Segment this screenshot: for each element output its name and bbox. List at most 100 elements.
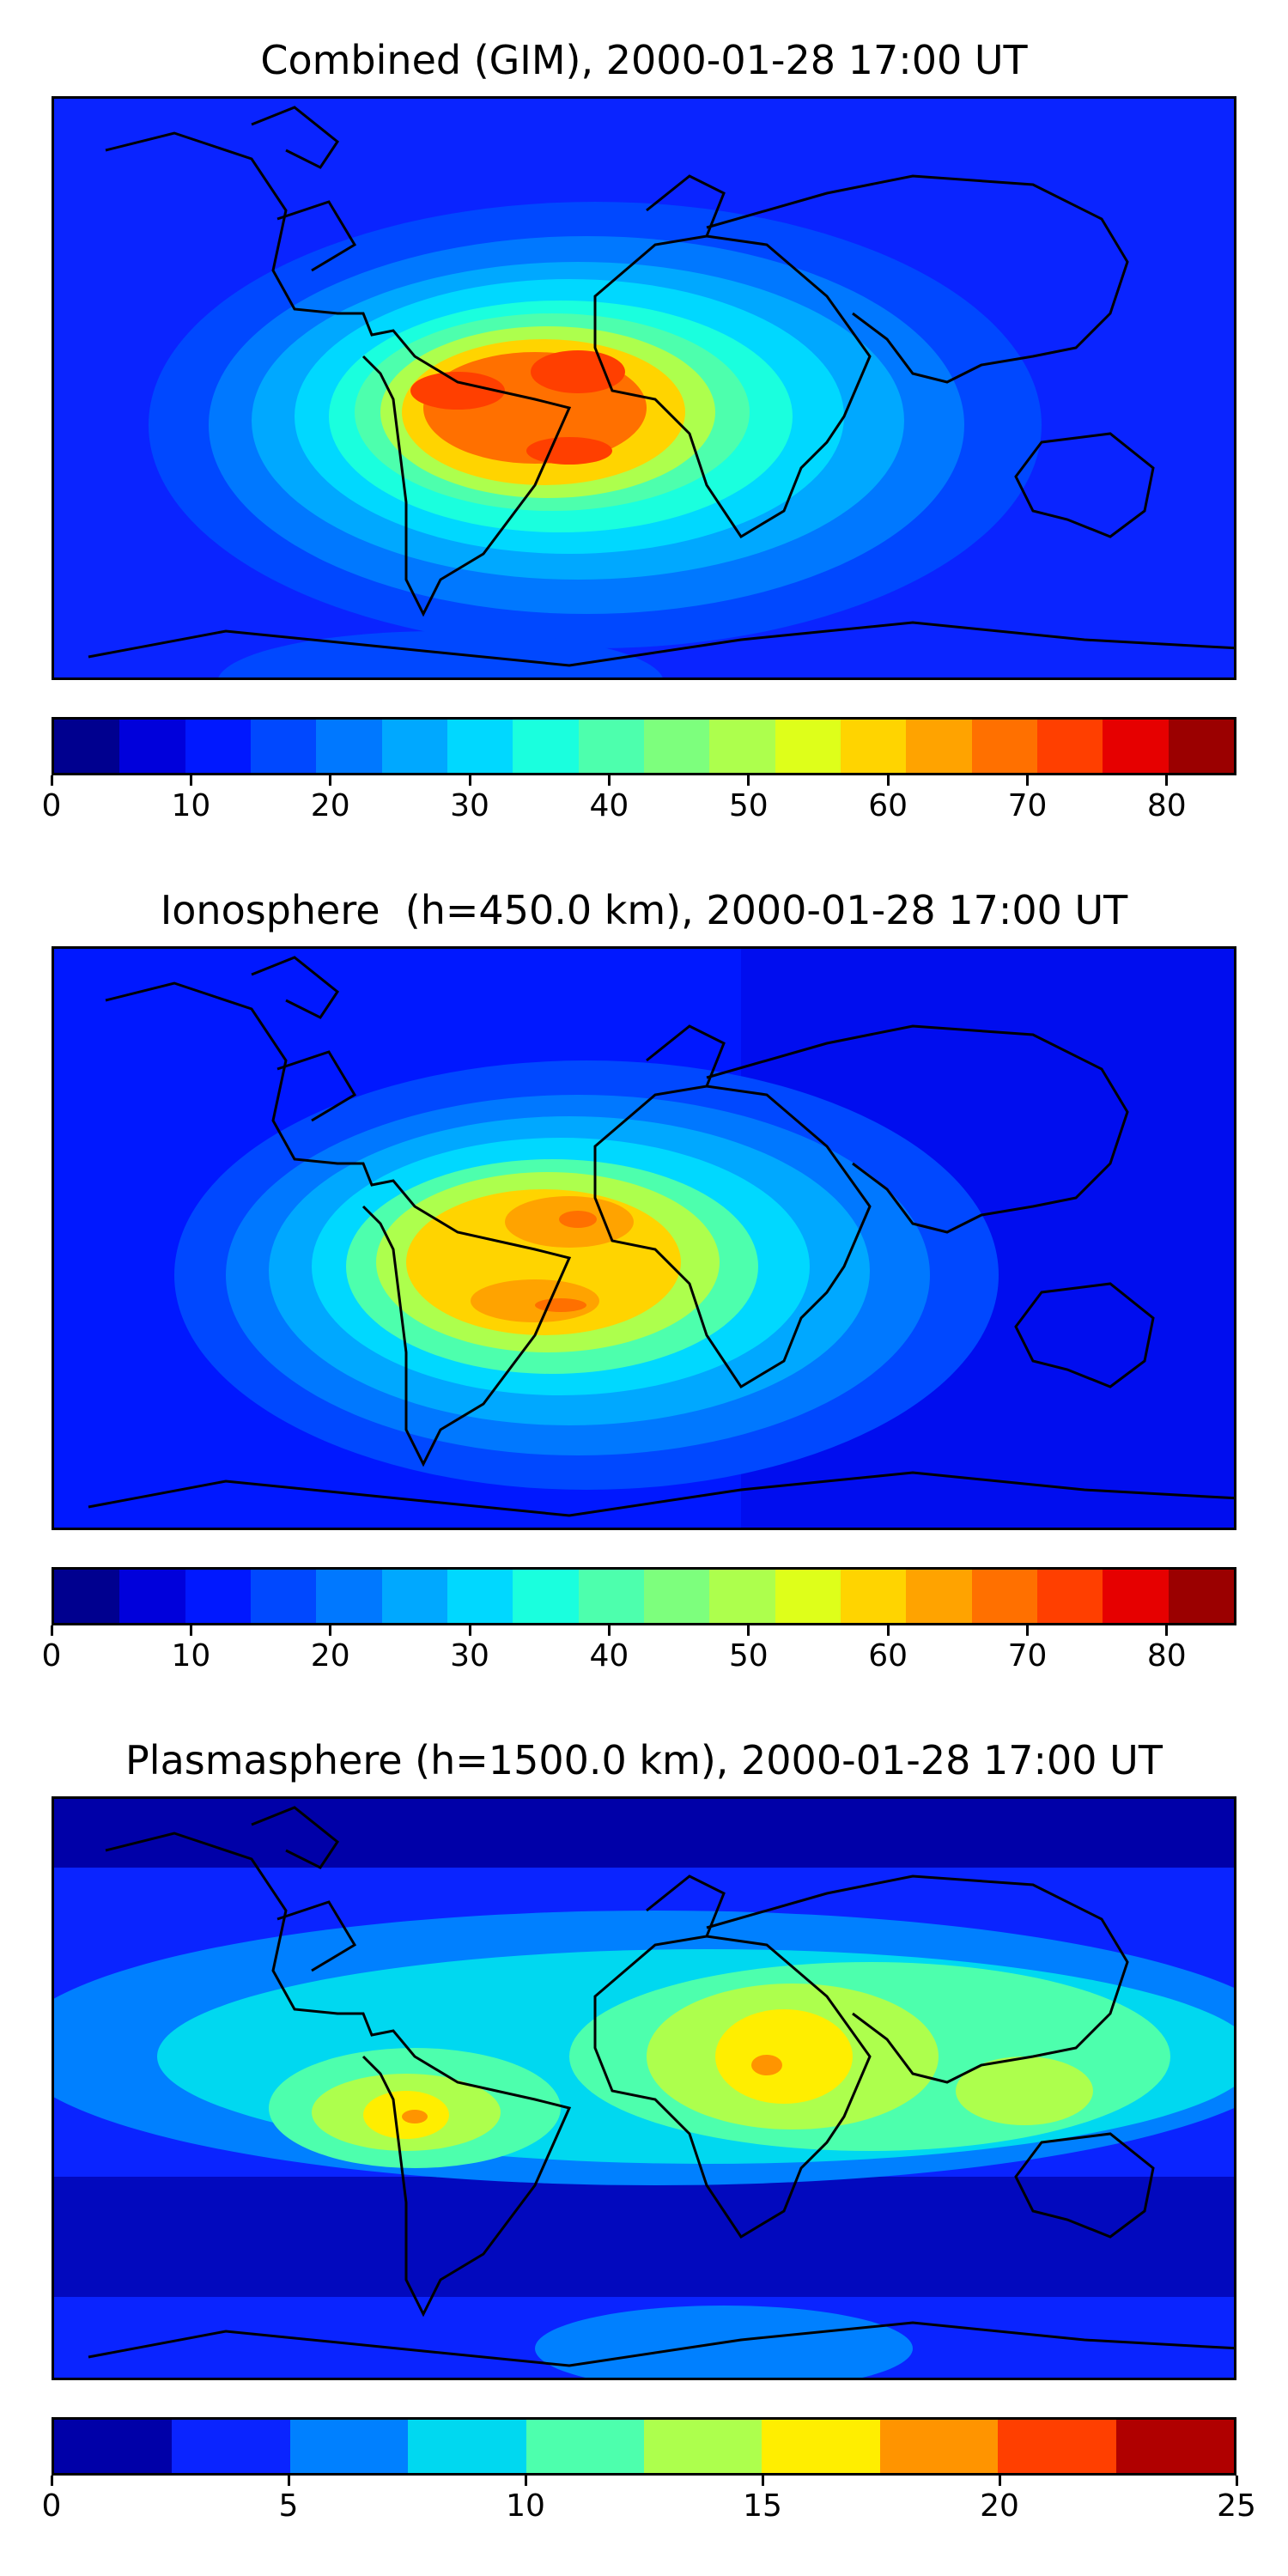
colorbar-segment xyxy=(250,1570,317,1623)
colorbar-segment xyxy=(578,720,644,773)
colorbar-segment xyxy=(513,1570,579,1623)
colorbar-tick xyxy=(886,775,890,786)
colorbar-tick xyxy=(1025,775,1029,786)
colorbar-tick xyxy=(1165,1625,1169,1636)
colorbar-plasmasphere xyxy=(52,2417,1236,2476)
colorbar-tick xyxy=(50,1625,53,1636)
colorbar-tick xyxy=(50,2476,53,2486)
colorbar-segment xyxy=(644,2420,762,2473)
colorbar-segment xyxy=(775,1570,841,1623)
colorbar-tick-label: 30 xyxy=(450,788,489,823)
colorbar-segment xyxy=(185,1570,251,1623)
panel-title-combined: Combined (GIM), 2000-01-28 17:00 UT xyxy=(260,37,1028,83)
colorbar-segment xyxy=(1168,720,1234,773)
colorbar-tick xyxy=(761,2476,764,2486)
colorbar-combined xyxy=(52,717,1236,775)
colorbar-segment xyxy=(54,720,120,773)
colorbar-tick-label: 50 xyxy=(728,1638,769,1674)
colorbar-tick-label: 10 xyxy=(506,2488,545,2524)
colorbar-tick xyxy=(886,1625,890,1636)
colorbar-tick xyxy=(998,2476,1001,2486)
colorbar-segment xyxy=(840,1570,907,1623)
colorbar-segment xyxy=(408,2420,526,2473)
colorbar-tick-label: 10 xyxy=(171,1638,211,1674)
colorbar-segment xyxy=(119,720,185,773)
colorbar-segment xyxy=(185,720,251,773)
colorbar-segment xyxy=(447,720,513,773)
colorbar-tick-label: 5 xyxy=(278,2488,299,2524)
colorbar-tick-label: 80 xyxy=(1146,1638,1187,1674)
colorbar-segment xyxy=(1036,1570,1103,1623)
colorbar-tick xyxy=(50,775,53,786)
colorbar-tick-label: 80 xyxy=(1146,788,1187,823)
colorbar-tick xyxy=(1025,1625,1029,1636)
colorbar-tick xyxy=(468,1625,471,1636)
world-map xyxy=(54,949,1234,1528)
tec-map-combined xyxy=(52,96,1236,680)
colorbar-tick-label: 0 xyxy=(41,2488,62,2524)
colorbar-tick xyxy=(1235,2476,1238,2486)
colorbar-segment xyxy=(971,720,1037,773)
colorbar-tick xyxy=(607,1625,611,1636)
colorbar-segment xyxy=(998,2420,1116,2473)
colorbar-segment xyxy=(119,1570,185,1623)
colorbar-tick-label: 20 xyxy=(310,788,350,823)
world-map xyxy=(54,99,1234,677)
colorbar-tick xyxy=(189,1625,192,1636)
colorbar-segment xyxy=(762,2420,880,2473)
colorbar-tick-label: 70 xyxy=(1007,1638,1048,1674)
colorbar-tick-label: 50 xyxy=(728,788,769,823)
colorbar-segment xyxy=(840,720,907,773)
colorbar-tick-label: 40 xyxy=(589,1638,629,1674)
colorbar-tick-label: 70 xyxy=(1007,788,1048,823)
colorbar-segment xyxy=(1036,720,1103,773)
colorbar-tick-label: 10 xyxy=(171,788,211,823)
colorbar-tick-label: 20 xyxy=(310,1638,350,1674)
colorbar-tick-label: 20 xyxy=(980,2488,1019,2524)
panel-title-ionosphere: Ionosphere (h=450.0 km), 2000-01-28 17:0… xyxy=(160,887,1128,933)
colorbar-segment xyxy=(709,1570,775,1623)
tec-map-plasmasphere xyxy=(52,1796,1236,2380)
colorbar-tick-label: 40 xyxy=(589,788,629,823)
colorbar-tick xyxy=(287,2476,290,2486)
colorbar-tick xyxy=(607,775,611,786)
colorbar-segment xyxy=(250,720,317,773)
colorbar-segment xyxy=(643,1570,710,1623)
colorbar-segment xyxy=(643,720,710,773)
colorbar-segment xyxy=(1115,2420,1235,2473)
colorbar-segment xyxy=(513,720,579,773)
colorbar-segment xyxy=(578,1570,644,1623)
colorbar-tick xyxy=(747,1625,750,1636)
colorbar-segment xyxy=(316,1570,382,1623)
colorbar-segment xyxy=(1168,1570,1234,1623)
colorbar-segment xyxy=(709,720,775,773)
colorbar-tick-label: 0 xyxy=(41,1638,62,1674)
colorbar-segment xyxy=(316,720,382,773)
colorbar-tick xyxy=(524,2476,527,2486)
colorbar-segment xyxy=(906,1570,972,1623)
colorbar-tick xyxy=(189,775,192,786)
colorbar-tick xyxy=(747,775,750,786)
colorbar-tick xyxy=(1165,775,1169,786)
colorbar-segment xyxy=(879,2420,999,2473)
tec-map-ionosphere xyxy=(52,946,1236,1530)
colorbar-segment xyxy=(1103,1570,1169,1623)
panel-title-plasmasphere: Plasmasphere (h=1500.0 km), 2000-01-28 1… xyxy=(125,1737,1163,1783)
colorbar-tick-label: 60 xyxy=(868,1638,908,1674)
colorbar-segment xyxy=(54,2420,173,2473)
colorbar-tick-label: 25 xyxy=(1217,2488,1256,2524)
colorbar-segment xyxy=(1103,720,1169,773)
colorbar-ionosphere xyxy=(52,1567,1236,1625)
colorbar-segment xyxy=(906,720,972,773)
colorbar-segment xyxy=(172,2420,290,2473)
colorbar-segment xyxy=(526,2420,645,2473)
colorbar-segment xyxy=(447,1570,513,1623)
colorbar-segment xyxy=(289,2420,409,2473)
colorbar-segment xyxy=(54,1570,120,1623)
colorbar-tick xyxy=(468,775,471,786)
colorbar-tick-label: 60 xyxy=(868,788,908,823)
colorbar-tick-label: 0 xyxy=(41,788,62,823)
colorbar-segment xyxy=(971,1570,1037,1623)
world-map xyxy=(54,1799,1234,2378)
colorbar-tick xyxy=(329,775,332,786)
